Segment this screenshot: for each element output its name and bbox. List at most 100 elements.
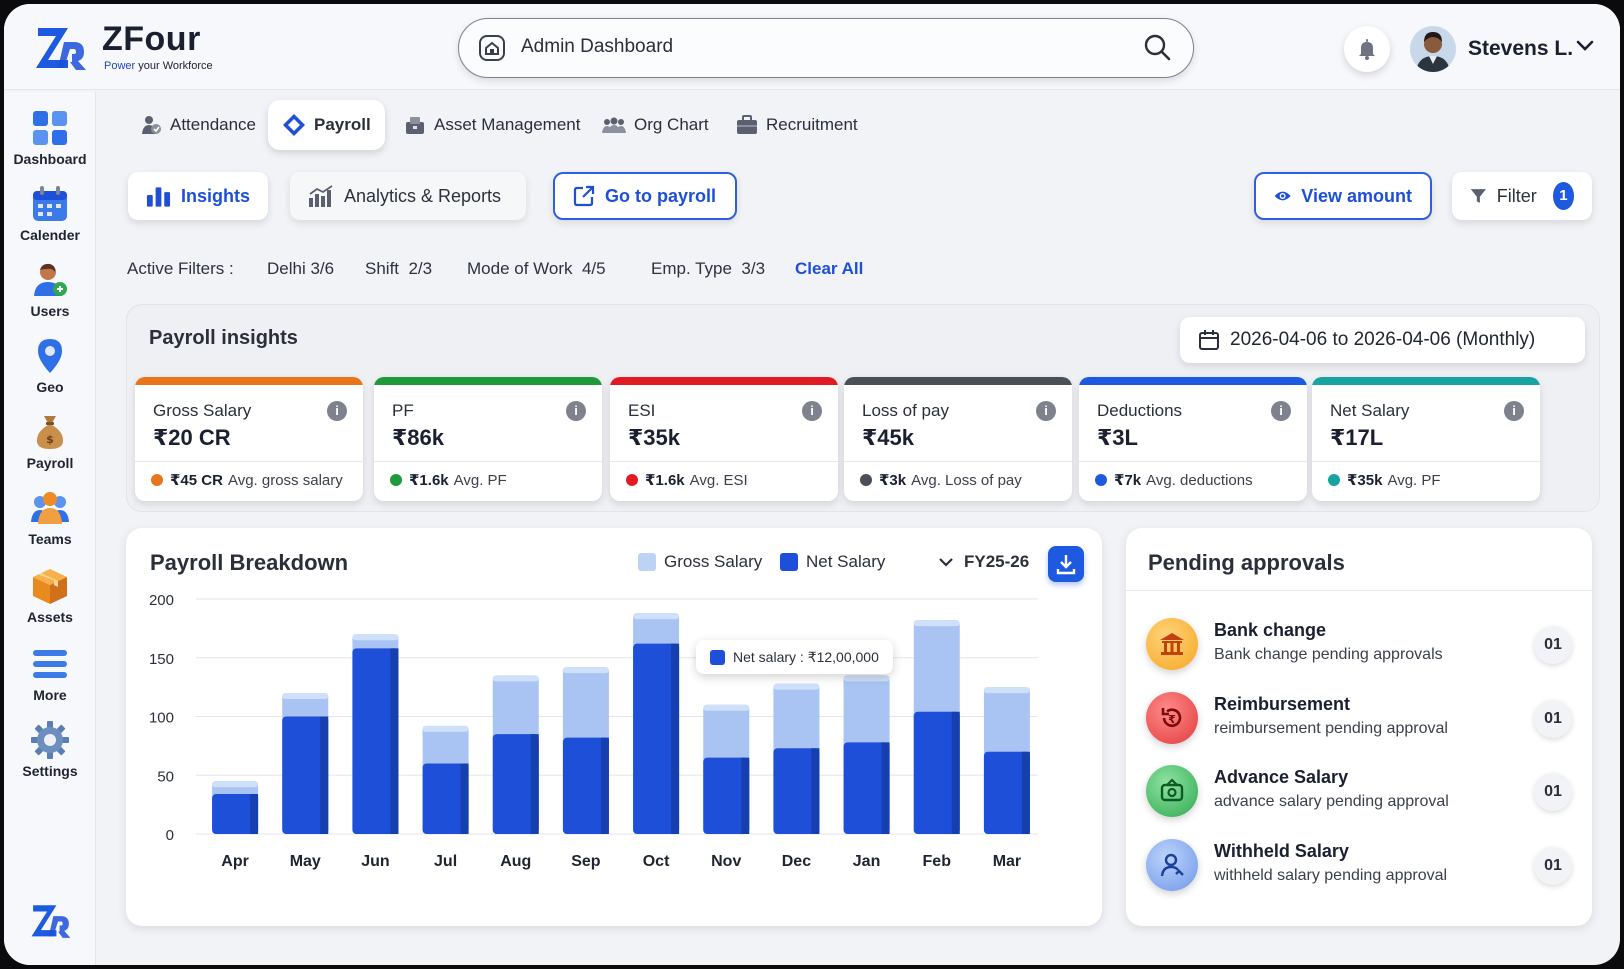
sidebar-item-dashboard[interactable]: Dashboard — [4, 108, 96, 167]
net-salary-bar — [983, 751, 1030, 834]
search-input-value[interactable]: Admin Dashboard — [521, 36, 674, 57]
info-icon[interactable]: i — [802, 401, 822, 421]
sidebar-item-calender[interactable]: Calender — [4, 184, 96, 243]
approval-item-bank-change[interactable]: Bank change Bank change pending approval… — [1146, 612, 1572, 676]
x-tick-label: Jun — [361, 853, 389, 870]
tab-recruitment[interactable]: Recruitment — [722, 100, 872, 150]
approval-item-withheld-salary[interactable]: Withheld Salary withheld salary pending … — [1146, 833, 1572, 897]
zfour-logo-icon[interactable] — [34, 22, 88, 72]
date-range-picker[interactable]: 2026-04-06 to 2026-04-06 (Monthly) — [1180, 317, 1585, 363]
clear-all-link[interactable]: Clear All — [795, 259, 864, 278]
kpi-card[interactable]: Net Salary i ₹17L ₹35k Avg. PF — [1312, 377, 1540, 501]
net-salary-bar — [282, 716, 329, 834]
go-to-payroll-button[interactable]: Go to payroll — [553, 172, 737, 220]
sidebar-item-geo[interactable]: Geo — [4, 336, 96, 395]
kpi-average: ₹45 CR Avg. gross salary — [151, 471, 343, 489]
sidebar-item-settings[interactable]: Settings — [4, 720, 96, 779]
net-salary-bar — [773, 748, 820, 834]
kpi-average: ₹1.6k Avg. PF — [390, 471, 507, 489]
tab-insights[interactable]: Insights — [128, 172, 268, 220]
kpi-avg-value: ₹3k — [879, 472, 907, 489]
gross-salary-bar-top — [422, 725, 469, 732]
sidebar-item-more[interactable]: More — [4, 644, 96, 703]
money-bag-icon: $ — [36, 416, 64, 449]
kpi-accent-bar — [844, 377, 1072, 385]
info-icon[interactable]: i — [566, 401, 586, 421]
kpi-avg-value: ₹7k — [1114, 472, 1142, 489]
fiscal-year-dropdown[interactable]: FY25-26 — [938, 552, 1029, 572]
tab-analytics-reports[interactable]: Analytics & Reports — [290, 172, 526, 220]
tab-label: Payroll — [314, 115, 371, 134]
gross-salary-bar-top — [212, 781, 259, 788]
sidebar-item-users[interactable]: Users — [4, 260, 96, 319]
sidebar-item-payroll[interactable]: $ Payroll — [4, 412, 96, 471]
tab-label: Asset Management — [434, 115, 581, 134]
filter-count-badge: 1 — [1552, 182, 1574, 210]
info-icon[interactable]: i — [1036, 401, 1056, 421]
kpi-card[interactable]: ESI i ₹35k ₹1.6k Avg. ESI — [610, 377, 838, 501]
view-amount-button[interactable]: View amount — [1254, 172, 1432, 220]
info-icon[interactable]: i — [327, 401, 347, 421]
tab-org-chart[interactable]: Org Chart — [588, 100, 723, 150]
kpi-accent-bar — [1079, 377, 1307, 385]
reimbursement-icon-badge: ₹ — [1146, 692, 1198, 744]
kpi-accent-bar — [610, 377, 838, 385]
kpi-card[interactable]: Loss of pay i ₹45k ₹3k Avg. Loss of pay — [844, 377, 1072, 501]
approval-subtitle: reimbursement pending approval — [1214, 720, 1448, 737]
kpi-card[interactable]: Deductions i ₹3L ₹7k Avg. deductions — [1079, 377, 1307, 501]
kpi-card[interactable]: PF i ₹86k ₹1.6k Avg. PF — [374, 377, 602, 501]
info-icon[interactable]: i — [1504, 401, 1524, 421]
tab-payroll[interactable]: Payroll — [268, 100, 385, 150]
approval-item-reimbursement[interactable]: ₹ Reimbursement reimbursement pending ap… — [1146, 686, 1572, 750]
info-icon[interactable]: i — [1271, 401, 1291, 421]
analytics-label: Analytics & Reports — [344, 185, 502, 206]
legend-net-salary[interactable]: Net Salary — [780, 552, 885, 572]
sidebar-item-teams[interactable]: Teams — [4, 488, 96, 547]
advance-salary-icon — [1160, 778, 1184, 802]
notifications-button[interactable] — [1344, 26, 1390, 72]
kpi-accent-bar — [374, 377, 602, 385]
active-filters-label: Active Filters : — [127, 259, 234, 278]
avatar[interactable] — [1410, 26, 1456, 72]
chevron-down-icon[interactable] — [1576, 40, 1594, 52]
kpi-accent-bar — [1312, 377, 1540, 385]
payroll-breakdown-card: 0 50 100 150 200 Apr May Jun Jul Aug Sep Oct Nov Dec J… — [126, 528, 1102, 926]
approval-subtitle: withheld salary pending approval — [1214, 867, 1448, 884]
filter-chip[interactable]: Delhi 3/6 — [267, 259, 335, 278]
y-tick-label: 150 — [149, 651, 174, 668]
filter-chip[interactable]: Emp. Type 3/3 — [651, 259, 766, 278]
approval-item-advance-salary[interactable]: Advance Salary advance salary pending ap… — [1146, 759, 1572, 823]
net-salary-bar-shade — [671, 643, 680, 834]
kpi-average: ₹3k Avg. Loss of pay — [860, 471, 1022, 489]
x-tick-label: Sep — [571, 853, 601, 870]
withheld-icon-badge — [1146, 839, 1198, 891]
tab-attendance[interactable]: Attendance — [126, 100, 270, 150]
kpi-avg-label: Avg. PF — [1387, 471, 1441, 489]
search-icon[interactable] — [1143, 33, 1171, 61]
legend-label: Gross Salary — [664, 552, 763, 571]
app-window: ZFour Power your Workforce Admin Dashboa… — [4, 4, 1620, 965]
filter-button[interactable]: Filter 1 — [1452, 172, 1592, 220]
kpi-avg-value: ₹1.6k — [645, 472, 685, 489]
download-button[interactable] — [1048, 546, 1084, 582]
filter-chip[interactable]: Mode of Work 4/5 — [467, 259, 606, 278]
filter-chip[interactable]: Shift 2/3 — [365, 259, 433, 278]
legend-gross-salary[interactable]: Gross Salary — [638, 552, 762, 572]
tab-asset-management[interactable]: Asset Management — [390, 100, 594, 150]
gross-salary-bar-top — [773, 683, 820, 690]
approval-count: 01 — [1534, 626, 1572, 664]
calendar-outline-icon — [1199, 330, 1219, 350]
search-bar[interactable]: Admin Dashboard — [458, 18, 1194, 78]
user-name[interactable]: Stevens L. — [1468, 37, 1574, 60]
payroll-diamond-icon — [283, 114, 305, 136]
zfour-small-logo-icon[interactable] — [30, 900, 72, 940]
sidebar-label: Payroll — [26, 455, 74, 471]
sidebar-item-assets[interactable]: Assets — [4, 566, 96, 625]
divider — [374, 461, 602, 462]
kpi-average: ₹35k Avg. PF — [1328, 471, 1441, 489]
status-dot — [860, 474, 872, 486]
kpi-card[interactable]: Gross Salary i ₹20 CR ₹45 CR Avg. gross sala… — [135, 377, 363, 501]
legend-swatch — [638, 553, 656, 571]
sidebar-label: Geo — [36, 379, 64, 395]
funnel-icon — [1470, 189, 1486, 203]
